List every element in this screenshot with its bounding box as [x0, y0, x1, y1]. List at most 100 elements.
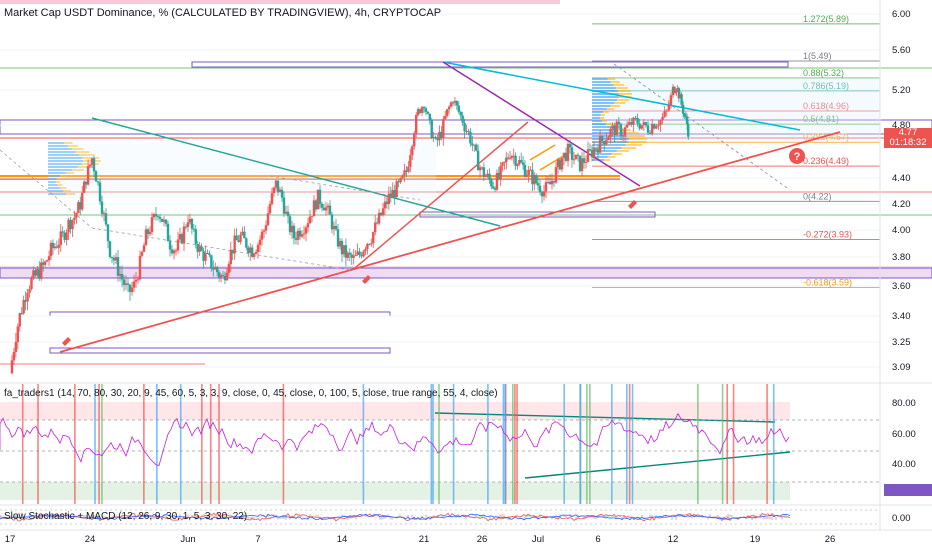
- candle: [245, 238, 248, 248]
- range-box: [0, 267, 932, 279]
- indicator-2-label: Slow Stochastic + MACD (12, 26, 9, 30, 1…: [4, 511, 248, 522]
- candle: [221, 275, 225, 277]
- candle: [233, 235, 236, 254]
- candle: [455, 100, 459, 106]
- candle: [142, 245, 146, 252]
- candle: [252, 253, 256, 257]
- candle: [514, 155, 517, 166]
- candle: [556, 159, 560, 168]
- candle: [403, 170, 406, 176]
- candle: [128, 284, 132, 293]
- candle: [184, 226, 188, 228]
- volume-profile-bar: [627, 135, 645, 137]
- volume-profile-bar: [48, 190, 64, 192]
- candle: [531, 169, 534, 185]
- candle: [336, 229, 340, 247]
- candle: [356, 251, 359, 255]
- x-axis-tick: Jul: [532, 534, 544, 545]
- candle: [503, 161, 506, 163]
- candle: [310, 216, 314, 218]
- candle: [389, 193, 393, 197]
- y-axis-tick: 3.09: [892, 362, 911, 373]
- signal-marker: [62, 337, 71, 346]
- fib-fill: [592, 78, 880, 143]
- y-axis-tick: 4.00: [892, 225, 911, 236]
- candle: [642, 122, 646, 126]
- candle: [182, 226, 186, 244]
- volume-profile-bar: [592, 99, 618, 101]
- volume-profile-bar: [605, 123, 613, 125]
- candle: [594, 148, 598, 150]
- candle: [258, 239, 262, 245]
- candle: [180, 234, 184, 244]
- candle: [506, 157, 510, 159]
- candle: [276, 180, 280, 193]
- candle: [461, 115, 464, 123]
- candle: [527, 169, 530, 176]
- candle: [200, 246, 203, 251]
- candle: [20, 313, 23, 315]
- indicator-1-label: fa_traders1 (14, 70, 80, 30, 20, 9, 45, …: [4, 388, 498, 399]
- candle: [100, 201, 104, 214]
- candle: [611, 125, 614, 129]
- candle: [473, 144, 476, 146]
- candle: [667, 104, 671, 111]
- candle: [198, 246, 201, 252]
- candle: [471, 143, 474, 146]
- current-price-tag: 4.77 01:18:32: [884, 128, 932, 148]
- candle: [440, 131, 443, 139]
- candle: [57, 244, 61, 248]
- candle: [81, 192, 84, 210]
- candle: [212, 268, 215, 270]
- candle: [130, 287, 134, 293]
- candle: [373, 222, 377, 233]
- volume-profile-bar: [592, 123, 606, 125]
- candle: [368, 243, 371, 245]
- candle: [640, 125, 643, 129]
- candle: [592, 148, 596, 158]
- candle: [533, 175, 536, 185]
- candle: [90, 158, 94, 165]
- candle: [572, 159, 576, 161]
- candle: [576, 154, 580, 156]
- candle: [164, 219, 168, 224]
- candle: [188, 218, 192, 223]
- candle: [288, 216, 292, 233]
- candle: [229, 249, 232, 265]
- x-axis-tick: 26: [825, 534, 836, 545]
- y-axis-tick: 3.40: [892, 311, 911, 322]
- candle: [172, 250, 176, 254]
- candle: [570, 147, 574, 160]
- signal-marker-shape: [628, 200, 637, 209]
- candle: [646, 125, 650, 133]
- candle: [655, 125, 658, 129]
- candle: [598, 136, 602, 153]
- candle: [284, 211, 288, 214]
- candle: [204, 252, 207, 261]
- x-axis-tick: 14: [337, 534, 348, 545]
- candle: [434, 136, 437, 139]
- candle: [122, 279, 126, 286]
- candle: [249, 247, 252, 253]
- volume-profile-bar: [625, 144, 643, 146]
- candle: [648, 132, 652, 134]
- candle: [574, 154, 578, 160]
- candle: [241, 231, 244, 235]
- candle: [92, 158, 96, 172]
- candle: [366, 243, 369, 249]
- candle: [422, 107, 426, 109]
- candle: [262, 230, 266, 232]
- candle: [116, 257, 120, 276]
- candle: [134, 279, 138, 282]
- volume-profile-bar: [600, 114, 605, 116]
- volume-profile-bar: [592, 141, 629, 143]
- candle: [61, 231, 64, 233]
- volume-profile-bar: [604, 159, 611, 161]
- rsi-overbought-zone: [0, 402, 790, 420]
- candle: [114, 257, 118, 261]
- candle: [432, 136, 435, 139]
- candle: [501, 162, 504, 166]
- candle: [108, 241, 112, 258]
- y-axis-tick: 5.20: [892, 85, 911, 96]
